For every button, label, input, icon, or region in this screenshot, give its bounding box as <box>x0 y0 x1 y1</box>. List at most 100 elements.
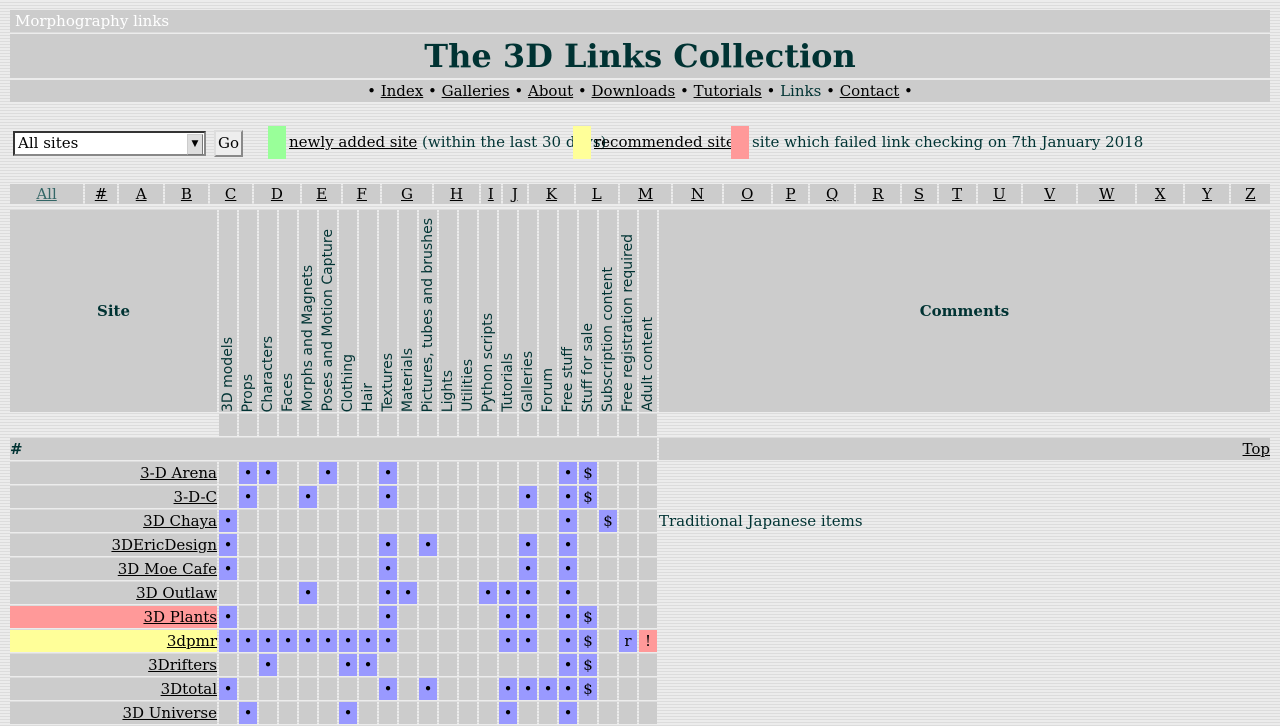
site-link[interactable]: 3-D-C <box>173 488 217 506</box>
alpha-link-w[interactable]: W <box>1099 185 1115 203</box>
alpha-link-s[interactable]: S <box>913 185 925 203</box>
nav-contact[interactable]: Contact <box>839 82 900 100</box>
site-link[interactable]: 3Dtotal <box>160 680 217 698</box>
alpha-link-f[interactable]: F <box>356 185 367 203</box>
alpha-link-b[interactable]: B <box>180 185 192 203</box>
feature-cell: • <box>379 462 397 484</box>
feature-cell <box>619 486 637 508</box>
feature-cell <box>319 582 337 604</box>
site-link[interactable]: 3D Universe <box>122 704 217 722</box>
alpha-link-i[interactable]: I <box>487 185 494 203</box>
alpha-link-hash[interactable]: # <box>94 185 108 203</box>
feature-cell <box>639 678 657 700</box>
alpha-link-y[interactable]: Y <box>1202 185 1212 203</box>
alpha-link-g[interactable]: G <box>401 185 413 203</box>
site-link[interactable]: 3D Chaya <box>143 512 217 530</box>
feature-cell <box>239 582 257 604</box>
go-button[interactable]: Go <box>214 130 243 157</box>
alpha-link-k[interactable]: K <box>545 185 558 203</box>
feature-cell <box>399 702 417 724</box>
table-row: 3D Universe • • • • <box>10 702 1270 724</box>
site-filter-select[interactable]: All sites ▼ <box>13 131 206 156</box>
nav-tutorials[interactable]: Tutorials <box>693 82 762 100</box>
feature-cell <box>299 462 317 484</box>
alpha-link-n[interactable]: N <box>690 185 705 203</box>
feature-cell <box>399 606 417 628</box>
alpha-link-l[interactable]: L <box>591 185 602 203</box>
feature-cell <box>459 582 477 604</box>
table-row: 3D Chaya • • $ Traditional Japanese items <box>10 510 1270 532</box>
feature-cell: • <box>399 582 417 604</box>
site-link[interactable]: 3Drifters <box>148 656 217 674</box>
feature-cell <box>219 654 237 676</box>
site-link[interactable]: 3D Plants <box>143 608 217 626</box>
alpha-cell: H <box>433 184 480 204</box>
new-site-link[interactable]: newly added site <box>289 133 418 151</box>
category-header: Lights <box>439 210 457 412</box>
alpha-link-j[interactable]: J <box>511 185 518 203</box>
site-link[interactable]: 3DEricDesign <box>111 536 217 554</box>
feature-cell <box>319 558 337 580</box>
nav-index[interactable]: Index <box>380 82 424 100</box>
feature-cell <box>239 558 257 580</box>
feature-cell <box>459 702 477 724</box>
alpha-link-e[interactable]: E <box>316 185 328 203</box>
alpha-link-o[interactable]: O <box>741 185 754 203</box>
feature-cell <box>359 582 377 604</box>
alpha-link-t[interactable]: T <box>952 185 963 203</box>
alpha-link-q[interactable]: Q <box>826 185 839 203</box>
alpha-link-all[interactable]: All <box>36 185 57 203</box>
nav-galleries[interactable]: Galleries <box>441 82 510 100</box>
feature-cell <box>299 606 317 628</box>
failed-site-swatch <box>731 126 749 159</box>
table-row: 3D Moe Cafe • • • • <box>10 558 1270 580</box>
alpha-link-d[interactable]: D <box>270 185 283 203</box>
feature-cell <box>639 606 657 628</box>
alpha-link-r[interactable]: R <box>872 185 884 203</box>
alpha-cell: G <box>382 184 432 204</box>
site-name-cell: 3Drifters <box>10 654 217 676</box>
alpha-cell: L <box>575 184 618 204</box>
alpha-link-m[interactable]: M <box>637 185 654 203</box>
feature-cell <box>279 654 297 676</box>
site-link[interactable]: 3D Outlaw <box>136 584 217 602</box>
alpha-link-v[interactable]: V <box>1044 185 1056 203</box>
alpha-link-c[interactable]: C <box>224 185 237 203</box>
dropdown-arrow-icon[interactable]: ▼ <box>187 134 203 155</box>
feature-cell: • <box>299 582 317 604</box>
feature-cell <box>499 462 517 484</box>
feature-cell <box>539 462 557 484</box>
feature-cell <box>519 702 537 724</box>
alpha-link-z[interactable]: Z <box>1245 185 1256 203</box>
feature-cell <box>459 654 477 676</box>
category-header: Utilities <box>459 210 477 412</box>
spacer <box>659 414 1270 436</box>
alpha-link-h[interactable]: H <box>449 185 463 203</box>
alpha-cell: F <box>343 184 381 204</box>
alpha-link-p[interactable]: P <box>785 185 796 203</box>
feature-cell <box>619 654 637 676</box>
site-link[interactable]: 3D Moe Cafe <box>117 560 217 578</box>
feature-cell <box>339 462 357 484</box>
site-link[interactable]: 3dpmr <box>166 632 217 650</box>
top-link[interactable]: Top <box>1242 440 1270 458</box>
alpha-link-x[interactable]: X <box>1154 185 1166 203</box>
feature-cell <box>299 678 317 700</box>
nav-downloads[interactable]: Downloads <box>591 82 676 100</box>
site-link[interactable]: 3-D Arena <box>140 464 217 482</box>
feature-cell <box>599 606 617 628</box>
recommended-site-link[interactable]: recommended site <box>594 133 735 151</box>
feature-cell <box>239 510 257 532</box>
alpha-cell: S <box>901 184 937 204</box>
nav-about[interactable]: About <box>527 82 574 100</box>
spacer-cell <box>579 414 597 436</box>
feature-cell <box>399 486 417 508</box>
category-header: Pictures, tubes and brushes <box>419 210 437 412</box>
feature-cell <box>319 702 337 724</box>
alpha-link-u[interactable]: U <box>992 185 1006 203</box>
alpha-cell: O <box>723 184 772 204</box>
recommended-site-swatch <box>573 126 591 159</box>
spacer-cell <box>499 414 517 436</box>
alpha-link-a[interactable]: A <box>135 185 147 203</box>
feature-cell <box>399 558 417 580</box>
